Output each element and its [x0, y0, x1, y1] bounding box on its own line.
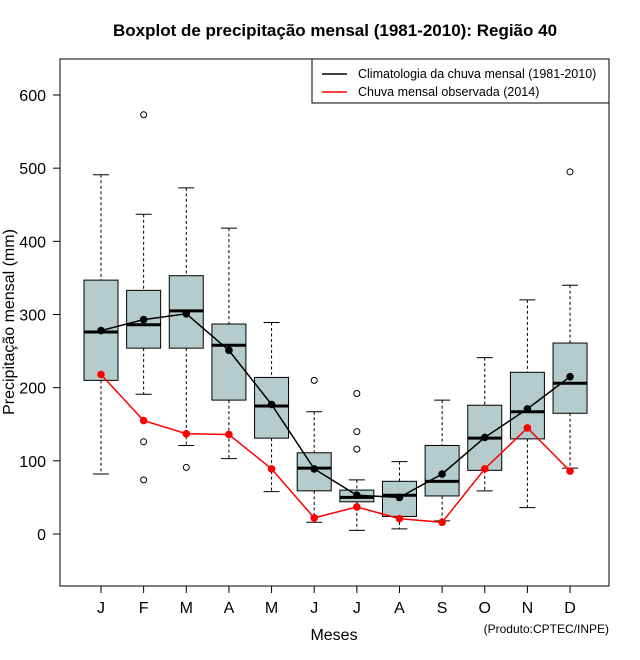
box-1 — [83, 174, 119, 475]
series-point — [225, 346, 233, 355]
y-tick-label: 400 — [19, 234, 46, 251]
outlier-point — [140, 476, 148, 484]
outlier-point — [353, 428, 361, 436]
x-tick-label: M — [180, 600, 193, 617]
chart-title: Boxplot de precipitação mensal (1981-201… — [113, 21, 557, 40]
series-point — [480, 433, 489, 442]
x-tick-label: J — [353, 600, 361, 617]
series-point — [97, 370, 105, 379]
series-layer — [97, 309, 574, 527]
series-point — [139, 416, 148, 425]
credit-text: (Produto:CPTEC/INPE) — [484, 622, 609, 636]
legend-label-observed: Chuva mensal observada (2014) — [358, 85, 539, 99]
y-tick-label: 300 — [19, 308, 46, 325]
y-tick-label: 500 — [19, 161, 46, 178]
x-tick-label: A — [394, 600, 405, 617]
series-point — [97, 326, 105, 335]
outlier-point — [140, 111, 148, 119]
box-iqr — [211, 323, 247, 401]
x-tick-label: J — [310, 600, 318, 617]
series-point — [523, 424, 532, 432]
boxes-layer — [83, 111, 588, 531]
y-tick-label: 0 — [37, 527, 46, 544]
series-point — [523, 405, 532, 413]
x-tick-label: N — [522, 600, 534, 617]
x-tick-label: J — [97, 600, 105, 617]
legend-box — [311, 58, 610, 104]
y-tick-label: 100 — [19, 454, 46, 471]
y-axis-title: Precipitação mensal (mm) — [1, 229, 18, 415]
series-point — [353, 491, 361, 500]
outlier-point — [353, 445, 361, 453]
x-axis-title: Meses — [310, 627, 357, 644]
series-observed-2014 — [97, 370, 574, 527]
x-tick-label: O — [479, 600, 491, 617]
x-tick-label: S — [437, 600, 448, 617]
box-12 — [552, 168, 588, 469]
y-axis: 0 100 200 300 400 500 600 — [19, 88, 61, 544]
series-point — [139, 315, 148, 324]
y-tick-label: 200 — [19, 381, 46, 398]
series-line — [100, 312, 571, 499]
series-point — [267, 400, 276, 409]
x-tick-label: A — [224, 600, 235, 617]
series-point — [395, 493, 404, 502]
outlier-point — [566, 168, 574, 176]
series-line — [100, 373, 571, 524]
series-point — [182, 429, 191, 438]
box-9 — [424, 399, 460, 522]
legend-label-climatology: Climatologia da chuva mensal (1981-2010) — [358, 67, 596, 81]
x-tick-label: F — [139, 600, 149, 617]
outlier-point — [353, 390, 361, 398]
outlier-point — [182, 463, 190, 471]
box-3 — [168, 187, 204, 471]
series-point — [566, 467, 574, 475]
x-tick-label: M — [265, 600, 278, 617]
series-point — [395, 514, 404, 523]
series-point — [566, 372, 574, 381]
series-point — [438, 518, 446, 527]
series-point — [438, 470, 446, 478]
series-point — [353, 503, 361, 511]
box-11 — [509, 299, 545, 509]
box-4 — [211, 227, 247, 460]
series-point — [310, 514, 319, 522]
x-tick-label: D — [564, 600, 576, 617]
outlier-point — [140, 438, 148, 446]
series-point — [480, 465, 489, 473]
legend: Climatologia da chuva mensal (1981-2010)… — [311, 58, 610, 104]
series-point — [225, 430, 233, 439]
series-point — [267, 465, 276, 473]
box-2 — [126, 111, 162, 484]
series-climatology — [97, 309, 574, 502]
series-point — [310, 465, 319, 473]
y-tick-label: 600 — [19, 88, 46, 105]
outlier-point — [310, 376, 318, 384]
series-point — [182, 309, 191, 318]
